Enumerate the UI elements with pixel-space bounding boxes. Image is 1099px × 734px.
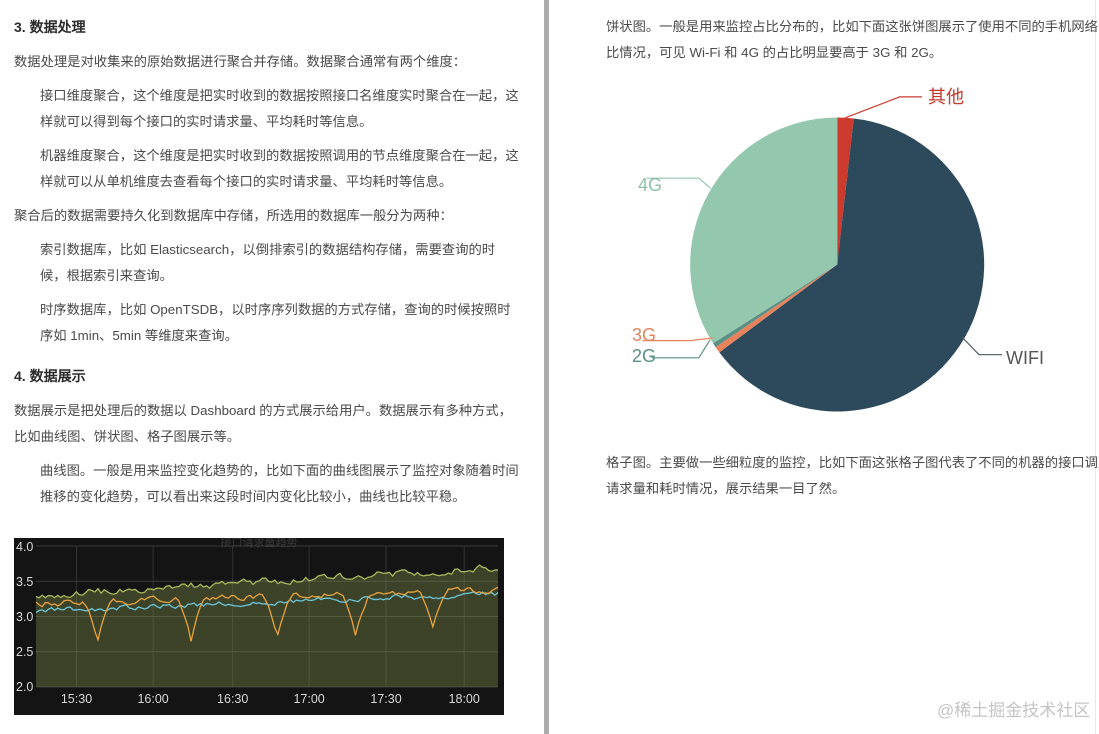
svg-text:接口请求量趋势: 接口请求量趋势 (221, 538, 298, 549)
svg-text:2G: 2G (632, 346, 656, 366)
svg-text:4.0: 4.0 (16, 540, 33, 554)
svg-text:其他: 其他 (928, 87, 964, 107)
svg-text:2.0: 2.0 (16, 680, 33, 694)
svg-text:17:00: 17:00 (293, 692, 324, 706)
svg-text:WIFI: WIFI (1006, 348, 1044, 368)
svg-text:15:30: 15:30 (61, 692, 92, 706)
svg-text:16:00: 16:00 (137, 692, 168, 706)
svg-text:18:00: 18:00 (449, 692, 480, 706)
svg-text:3G: 3G (632, 325, 656, 345)
svg-text:17:30: 17:30 (370, 692, 401, 706)
svg-text:2.5: 2.5 (16, 645, 33, 659)
svg-text:16:30: 16:30 (217, 692, 248, 706)
svg-text:4G: 4G (638, 175, 662, 195)
svg-text:3.0: 3.0 (16, 610, 33, 624)
svg-text:3.5: 3.5 (16, 575, 33, 589)
